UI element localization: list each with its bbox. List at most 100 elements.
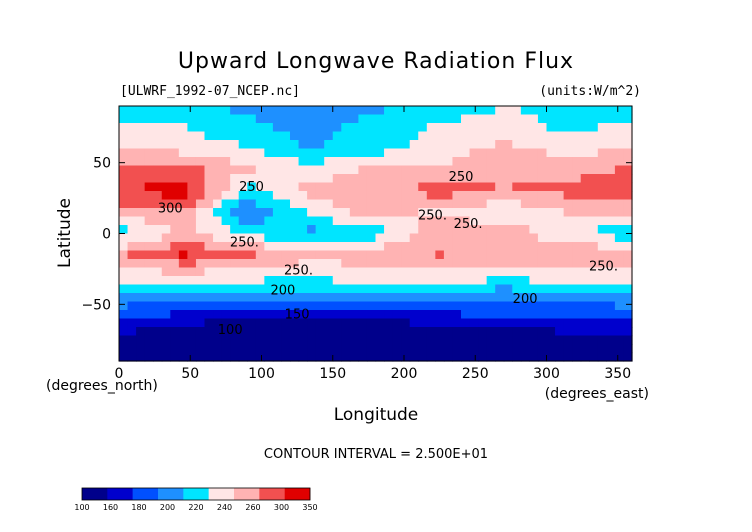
heatmap-cell (597, 310, 607, 320)
heatmap-cell (555, 106, 565, 116)
heatmap-cell (572, 216, 582, 226)
heatmap-cell (315, 208, 325, 218)
heatmap-cell (486, 174, 496, 184)
heatmap-cell (119, 327, 129, 337)
heatmap-cell (290, 216, 300, 226)
heatmap-cell (409, 208, 419, 218)
heatmap-cell (144, 114, 154, 124)
heatmap-cell (546, 114, 556, 124)
heatmap-cell (572, 233, 582, 243)
heatmap-cell (555, 242, 565, 252)
heatmap-cell (281, 276, 291, 286)
heatmap-cell (290, 114, 300, 124)
heatmap-cell (170, 293, 180, 303)
heatmap-cell (332, 335, 342, 345)
heatmap-cell (153, 114, 163, 124)
heatmap-cell (486, 327, 496, 337)
heatmap-cell (358, 123, 368, 133)
heatmap-cell (435, 276, 445, 286)
heatmap-cell (127, 301, 137, 311)
heatmap-cell (529, 174, 539, 184)
heatmap-cell (384, 310, 394, 320)
heatmap-cell (546, 131, 556, 141)
heatmap-cell (272, 267, 283, 277)
heatmap-cell (418, 165, 428, 175)
heatmap-cell (144, 242, 154, 252)
x-tick-label: 150 (319, 366, 346, 382)
heatmap-cell (443, 267, 454, 277)
heatmap-cell (478, 106, 488, 116)
heatmap-cell (589, 242, 599, 252)
heatmap-cell (418, 352, 428, 362)
heatmap-cell (127, 293, 137, 303)
heatmap-cell (555, 259, 565, 269)
heatmap-cell (213, 157, 223, 167)
heatmap-cell (170, 165, 180, 175)
heatmap-cell (589, 157, 599, 167)
heatmap-cell (170, 352, 180, 362)
heatmap-cell (366, 327, 377, 337)
heatmap-cell (529, 310, 539, 320)
heatmap-cell (247, 344, 257, 354)
heatmap-cell (358, 250, 368, 260)
heatmap-cell (401, 284, 411, 294)
heatmap-cell (537, 327, 548, 337)
heatmap-cell (298, 318, 308, 328)
heatmap-cell (358, 293, 368, 303)
heatmap-cell (486, 242, 496, 252)
heatmap-cell (332, 327, 342, 337)
heatmap-cell (213, 123, 223, 133)
heatmap-cell (204, 250, 214, 260)
heatmap-cell (315, 259, 325, 269)
heatmap-cell (452, 352, 462, 362)
heatmap-cell (409, 106, 419, 116)
heatmap-cell (230, 310, 240, 320)
heatmap-cell (435, 233, 445, 243)
heatmap-cell (443, 174, 454, 184)
heatmap-cell (153, 335, 163, 345)
heatmap-cell (418, 174, 428, 184)
heatmap-cell (555, 310, 565, 320)
heatmap-cell (392, 106, 402, 116)
x-tick-label: 200 (391, 366, 418, 382)
heatmap-cell (144, 335, 154, 345)
heatmap-cell (409, 352, 419, 362)
heatmap-cell (580, 216, 590, 226)
heatmap-cell (221, 242, 231, 252)
heatmap-cell (426, 344, 436, 354)
heatmap-cell (555, 191, 565, 201)
heatmap-cell (230, 250, 240, 260)
heatmap-cell (589, 267, 599, 277)
heatmap-cell (384, 191, 394, 201)
heatmap-cell (144, 174, 154, 184)
heatmap-cell (469, 123, 479, 133)
heatmap-cell (290, 310, 300, 320)
heatmap-cell (358, 148, 368, 158)
heatmap-cell (537, 216, 548, 226)
heatmap-cell (478, 335, 488, 345)
heatmap-cell (623, 318, 633, 328)
heatmap-cell (384, 157, 394, 167)
heatmap-cell (153, 301, 163, 311)
heatmap-cell (495, 114, 505, 124)
heatmap-cell (324, 208, 334, 218)
heatmap-cell (495, 131, 505, 141)
heatmap-cell (136, 123, 146, 133)
heatmap-cell (589, 148, 599, 158)
heatmap-cell (563, 310, 573, 320)
heatmap-cell (264, 284, 274, 294)
heatmap-cell (195, 318, 206, 328)
heatmap-cell (418, 301, 428, 311)
heatmap-cell (606, 225, 616, 235)
heatmap-cell (136, 352, 146, 362)
heatmap-cell (272, 344, 283, 354)
heatmap-cell (213, 284, 223, 294)
heatmap-cell (512, 335, 522, 345)
heatmap-cell (247, 250, 257, 260)
heatmap-cell (290, 250, 300, 260)
heatmap-cell (409, 140, 419, 150)
heatmap-cell (589, 335, 599, 345)
heatmap-cell (315, 318, 325, 328)
heatmap-cell (290, 276, 300, 286)
heatmap-cell (358, 216, 368, 226)
